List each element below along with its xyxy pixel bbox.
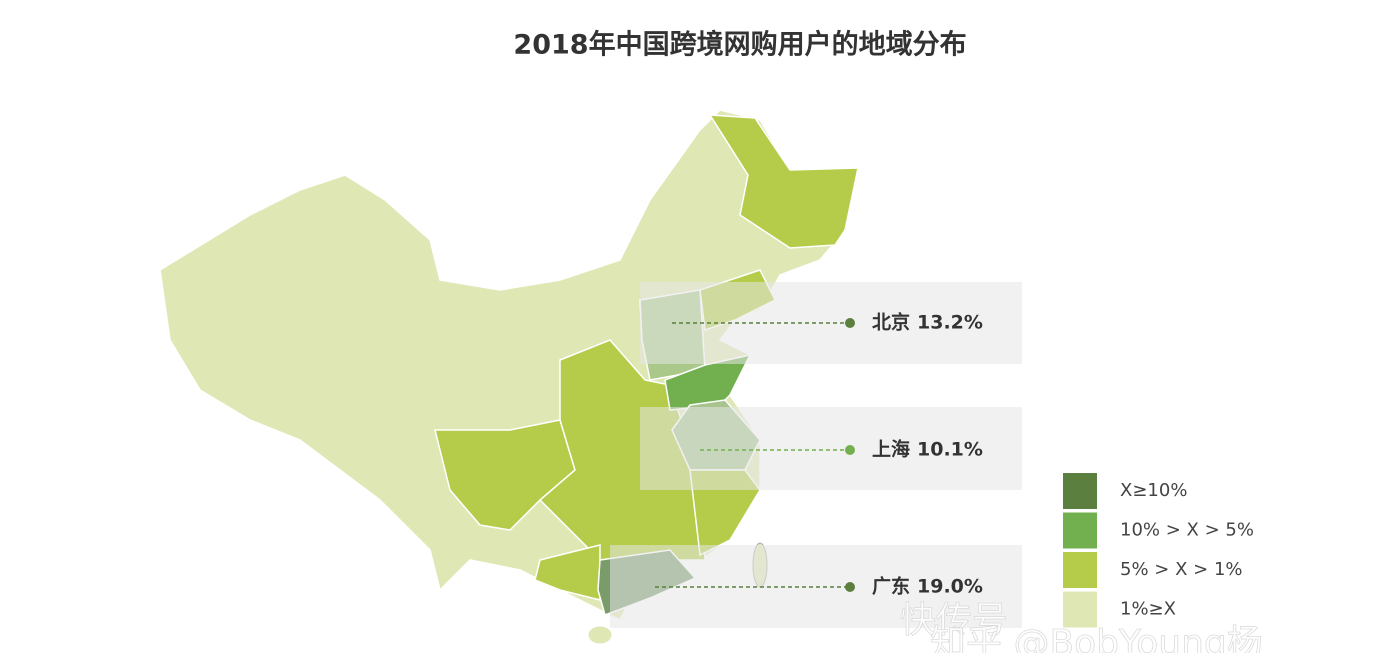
legend-swatch <box>1063 552 1097 588</box>
watermark-text: 知乎 @BobYoung杨 <box>930 623 1263 653</box>
callouts: 北京 13.2% 上海 10.1% 广东 19.0% <box>610 282 1022 628</box>
callout-value: 19.0% <box>917 576 983 598</box>
callout-box <box>640 407 1022 490</box>
callout-region: 北京 <box>872 311 910 334</box>
legend-swatch <box>1063 591 1097 628</box>
legend-label: 1%≥X <box>1120 599 1176 620</box>
title: 2018年中国跨境网购用户的地域分布 <box>513 29 966 61</box>
callout-value: 10.1% <box>917 439 983 461</box>
callout-region: 上海 <box>872 438 910 461</box>
leader-dot <box>845 582 855 592</box>
province <box>534 544 601 601</box>
legend: X≥10% 10% > X > 5% 5% > X > 1% 1%≥X <box>1063 473 1254 628</box>
watermark-text: 快传号 <box>900 600 1008 641</box>
legend-label: 5% > X > 1% <box>1120 559 1243 580</box>
leader-dot <box>845 318 855 328</box>
province <box>708 114 859 249</box>
legend-label: 10% > X > 5% <box>1120 520 1254 541</box>
legend-swatch <box>1063 473 1097 509</box>
legend-label: X≥10% <box>1120 480 1187 501</box>
callout-region: 广东 <box>872 575 910 598</box>
callout-value: 13.2% <box>917 312 983 334</box>
leader-dot <box>845 445 855 455</box>
legend-swatch <box>1063 512 1097 549</box>
island <box>587 625 613 645</box>
